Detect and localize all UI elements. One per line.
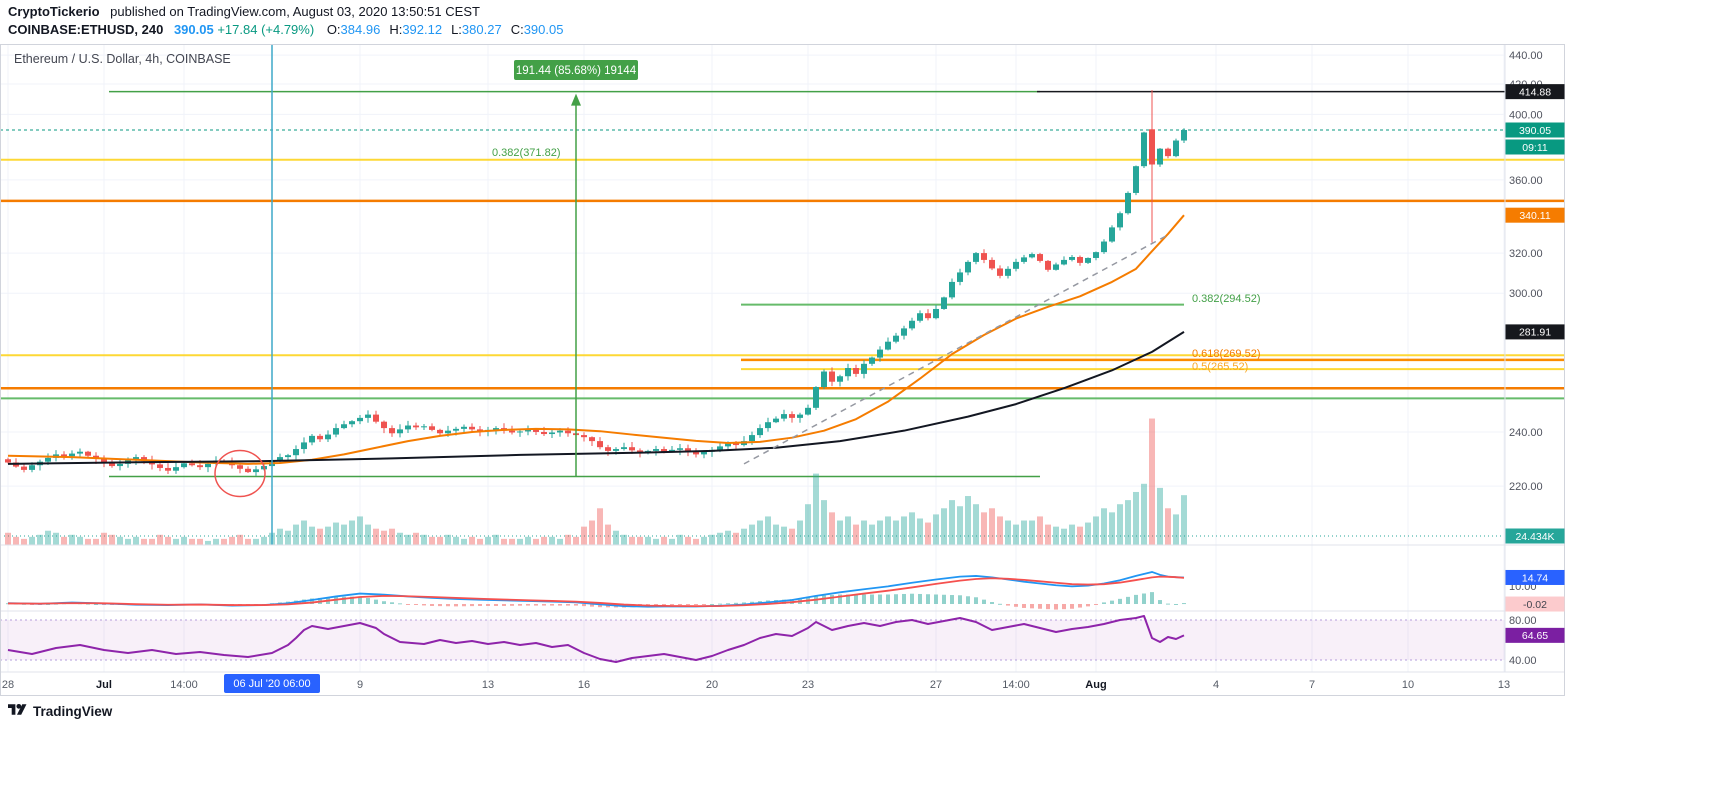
measure-label-box	[514, 60, 638, 80]
macd-tag-box	[1505, 596, 1565, 612]
price-tag-box	[1505, 122, 1565, 138]
ohlc-value: 390.05	[523, 22, 564, 37]
rsi-line	[7, 615, 1185, 663]
rsi-tick-label: 40.00	[1509, 655, 1537, 667]
time-highlight-tag: 06 Jul '20 06:00	[233, 678, 310, 690]
macd-histogram	[6, 592, 1186, 610]
publish-info: published on TradingView.com, August 03,…	[110, 4, 480, 19]
time-tick-label: Jul	[96, 679, 112, 691]
tradingview-logo-text[interactable]: TradingView	[33, 704, 113, 719]
symbol-title: COINBASE:ETHUSD, 240	[8, 22, 164, 37]
price-tick-label: 220.00	[1509, 481, 1543, 493]
price-tag-box	[1505, 528, 1565, 544]
rsi-tag: 64.65	[1522, 630, 1548, 642]
price-tag: 340.11	[1519, 210, 1550, 222]
fib-label-269: 0.618(269.52)	[1192, 348, 1261, 360]
time-axis[interactable]: 28 Jul 14:00 9 13 16 20 23 27 14:00 Aug 4 7 10 13 06 Ju…	[2, 674, 1510, 693]
price-axis[interactable]: 440.00420.00400.00360.00320.00300.00240.…	[1505, 50, 1565, 544]
time-tick-label: 9	[357, 679, 363, 691]
time-tick-label: 16	[578, 679, 590, 691]
candlestick-series	[5, 90, 1187, 476]
price-tick-label: 300.00	[1509, 288, 1543, 300]
fib-label-294: 0.382(294.52)	[1192, 293, 1261, 305]
time-tick-label: 28	[2, 679, 14, 691]
price-tick-label: 440.00	[1509, 50, 1543, 62]
fib-labels[interactable]: 0.382(371.82) 0.382(294.52) 0.618(269.52)0…	[492, 147, 1261, 373]
ohlc-values: O:384.96 H:392.12 L:380.27 C:390.05	[318, 22, 564, 37]
ohlc-value: 380.27	[461, 22, 502, 37]
price-tag: 09:11	[1522, 142, 1548, 154]
publish-header: CryptoTickerio published on TradingView.…	[8, 4, 480, 19]
volume-series	[5, 418, 1187, 545]
drawing-lines[interactable]	[0, 90, 1565, 537]
price-tick-label: 320.00	[1509, 248, 1543, 260]
rsi-axis[interactable]: 80.00 40.00 64.65	[1505, 615, 1565, 667]
time-highlight-tag-box	[224, 674, 320, 693]
chart-canvas[interactable]: 191.44 (85.68%) 19144440.00420.00400.003…	[0, 0, 1565, 700]
pane-separators	[0, 44, 1565, 696]
chart-legend: Ethereum / U.S. Dollar, 4h, COINBASE	[14, 52, 231, 66]
grid	[0, 44, 1505, 672]
ohlc-label: H:	[389, 22, 403, 37]
ohlc-value: 384.96	[340, 22, 381, 37]
last-price: 390.05	[173, 22, 214, 37]
price-tag-box	[1505, 207, 1565, 223]
price-tag: 24.434K	[1515, 531, 1554, 543]
fib-label-265: 0.5(265.52)	[1192, 361, 1248, 373]
price-tag: 414.88	[1519, 86, 1551, 98]
fib-label-371: 0.382(371.82)	[492, 147, 561, 159]
macd-tag: -0.02	[1523, 599, 1547, 611]
price-change: +17.84 (+4.79%)	[217, 22, 315, 37]
macd-tag-box	[1505, 569, 1565, 585]
price-tick-label: 360.00	[1509, 175, 1543, 187]
measure-label-text: 191.44 (85.68%) 19144	[516, 65, 637, 77]
ohlc-label: L:	[451, 22, 462, 37]
tradingview-footer[interactable]: TradingView	[8, 701, 112, 722]
rsi-band	[0, 619, 1505, 661]
price-tag-box	[1505, 139, 1565, 155]
ohlc-label: C:	[510, 22, 524, 37]
time-tick-label: Aug	[1085, 679, 1106, 691]
publisher-name: CryptoTickerio	[8, 4, 100, 19]
ohlc-value: 392.12	[402, 22, 443, 37]
ohlc-label: O:	[326, 22, 341, 37]
price-tag: 390.05	[1519, 125, 1551, 137]
price-tick-label: 400.00	[1509, 109, 1543, 121]
price-tag-box	[1505, 324, 1565, 340]
time-tick-label: 14:00	[1002, 679, 1030, 691]
time-tick-label: 27	[930, 679, 942, 691]
macd-tag: 14.74	[1522, 572, 1548, 584]
circle-annotation[interactable]	[214, 449, 266, 498]
time-tick-label: 10	[1402, 679, 1414, 691]
time-tick-label: 13	[482, 679, 494, 691]
price-range-measure[interactable]: 191.44 (85.68%) 19144	[514, 60, 638, 477]
dashed-trendline[interactable]	[743, 234, 1169, 465]
ma-black-line	[7, 331, 1185, 465]
price-tag-box	[1505, 84, 1565, 100]
time-tick-label: 14:00	[170, 679, 198, 691]
time-tick-label: 13	[1498, 679, 1510, 691]
tradingview-logo-icon[interactable]	[8, 701, 27, 722]
price-tag: 281.91	[1519, 327, 1551, 339]
symbol-header: COINBASE:ETHUSD, 240 390.05 +17.84 (+4.7…	[8, 22, 563, 37]
rsi-tick-label: 80.00	[1509, 615, 1537, 627]
time-tick-label: 20	[706, 679, 718, 691]
time-tick-label: 23	[802, 679, 814, 691]
time-tick-label: 4	[1213, 679, 1219, 691]
rsi-tag-box	[1505, 627, 1565, 643]
price-tick-label: 240.00	[1509, 427, 1543, 439]
time-tick-label: 7	[1309, 679, 1315, 691]
macd-signal-line	[7, 575, 1185, 608]
